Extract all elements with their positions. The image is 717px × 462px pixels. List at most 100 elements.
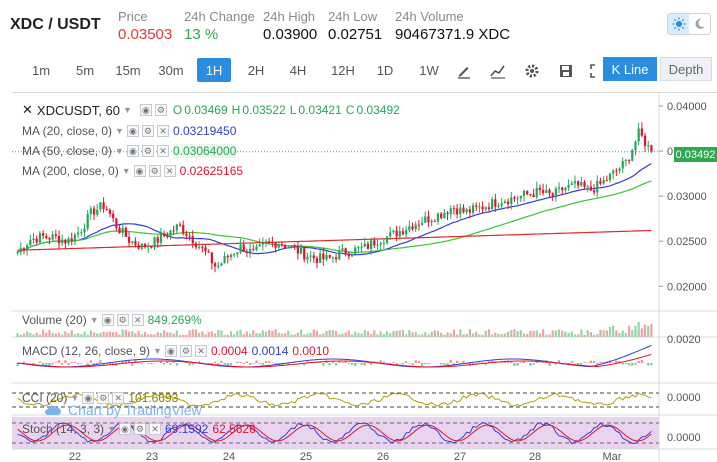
price-tick-label: 0.04000	[667, 101, 707, 113]
interval-1h[interactable]: 1H	[197, 58, 231, 82]
chevron-down-icon[interactable]: ▼	[70, 393, 80, 403]
macd-histogram-bar	[92, 363, 96, 366]
candle-body	[468, 209, 471, 213]
candle-body	[506, 201, 510, 204]
format-icon[interactable]: ⚙	[141, 145, 154, 157]
candle-body	[634, 141, 637, 150]
interval-2h[interactable]: 2H	[247, 62, 265, 78]
interval-5m[interactable]: 5m	[75, 62, 95, 78]
format-icon[interactable]: ⚙	[179, 345, 192, 357]
macd-histogram-bar	[405, 361, 408, 363]
fullscreen-icon[interactable]	[589, 60, 603, 82]
volume-bar	[535, 330, 538, 337]
macd-histogram-bar	[360, 363, 363, 366]
interval-12h[interactable]: 12H	[331, 62, 355, 78]
close-icon[interactable]: ✕	[131, 314, 144, 326]
settings-icon[interactable]	[521, 60, 543, 82]
volume-bar	[287, 330, 290, 337]
volume-bar	[277, 332, 280, 337]
macd-histogram-bar	[548, 363, 551, 366]
macd-histogram-bar	[51, 363, 54, 365]
moon-icon[interactable]	[689, 14, 710, 34]
interval-30m[interactable]: 30m	[158, 62, 184, 78]
ma20-line	[17, 163, 652, 256]
format-icon[interactable]: ⚙	[116, 314, 129, 326]
candle-body	[430, 220, 433, 223]
interval-4h[interactable]: 4H	[289, 62, 307, 78]
chevron-down-icon[interactable]: ▼	[89, 315, 99, 325]
save-icon[interactable]	[555, 60, 577, 82]
interval-1m[interactable]: 1m	[31, 62, 51, 78]
candle-body	[140, 243, 143, 249]
volume-bar	[373, 330, 376, 337]
sun-icon[interactable]	[668, 14, 689, 34]
volume-bar	[542, 329, 545, 337]
price-tick-label: 0.03000	[667, 191, 707, 203]
tradingview-watermark[interactable]: Chart by TradingView	[44, 402, 202, 418]
close-icon[interactable]: ✕	[112, 392, 125, 404]
visibility-icon[interactable]: ◉	[118, 423, 131, 435]
macd-histogram-bar	[344, 360, 347, 363]
close-icon[interactable]: ✕	[148, 423, 161, 435]
chevron-down-icon[interactable]: ▼	[122, 105, 132, 115]
candle-body	[325, 255, 328, 260]
volume-bar	[51, 332, 54, 337]
volume-bar	[452, 329, 456, 337]
candle-body	[405, 230, 408, 235]
close-icon[interactable]: ✕	[163, 165, 176, 177]
chevron-down-icon[interactable]: ▼	[107, 424, 116, 434]
volume-bar	[554, 330, 557, 337]
visibility-icon[interactable]: ◉	[101, 314, 114, 326]
kline-view-button[interactable]: K Line	[603, 57, 657, 81]
visibility-icon[interactable]: ◉	[126, 145, 139, 157]
candle-body	[223, 255, 226, 264]
low-label: 24h Low	[328, 9, 378, 24]
change-stat: 24h Change 13 %	[184, 9, 255, 43]
interval-1w[interactable]: 1W	[419, 62, 439, 78]
interval-15m[interactable]: 15m	[115, 62, 141, 78]
volume-bar	[417, 334, 421, 337]
visibility-icon[interactable]: ◉	[164, 345, 177, 357]
macd-histogram-bar	[580, 363, 583, 366]
close-label-ohlc: C	[345, 103, 355, 117]
macd-histogram-bar	[411, 363, 414, 365]
indicators-icon[interactable]	[487, 60, 509, 82]
candle-body	[242, 244, 245, 253]
volume-bar	[494, 332, 497, 337]
visibility-icon[interactable]: ◉	[139, 104, 152, 116]
theme-toggle[interactable]	[667, 13, 711, 35]
draw-icon[interactable]	[453, 60, 475, 82]
format-icon[interactable]: ⚙	[154, 104, 167, 116]
volume-bar	[551, 330, 554, 337]
visibility-icon[interactable]: ◉	[126, 125, 139, 137]
depth-view-button[interactable]: Depth	[660, 57, 712, 81]
format-icon[interactable]: ⚙	[141, 125, 154, 137]
candle-body	[299, 247, 303, 254]
chevron-down-icon[interactable]: ▼	[121, 166, 131, 176]
format-icon[interactable]: ⚙	[97, 392, 110, 404]
low-stat: 24h Low 0.02751	[328, 9, 382, 43]
candle-body	[159, 233, 163, 243]
close-icon[interactable]: ✕	[156, 145, 169, 157]
candle-body	[296, 246, 299, 254]
chevron-down-icon[interactable]: ▼	[153, 346, 162, 356]
ma20-label: MA (20, close, 0)	[22, 124, 113, 138]
interval-1d[interactable]: 1D	[376, 62, 394, 78]
macd-tick-label: 0.0020	[667, 334, 701, 346]
volume-bar	[328, 330, 331, 337]
chevron-down-icon[interactable]: ▼	[115, 146, 124, 156]
format-icon[interactable]: ⚙	[148, 165, 161, 177]
close-icon[interactable]: ✕	[194, 345, 207, 357]
close-icon[interactable]: ✕	[156, 125, 169, 137]
visibility-icon[interactable]: ◉	[133, 165, 146, 177]
change-label: 24h Change	[184, 9, 255, 24]
visibility-icon[interactable]: ◉	[82, 392, 95, 404]
format-icon[interactable]: ⚙	[133, 423, 146, 435]
volume-bar	[169, 332, 172, 337]
candle-body	[529, 194, 532, 196]
candle-body	[172, 230, 175, 232]
collapse-icon[interactable]: ✕	[22, 102, 33, 117]
candle-body	[188, 235, 191, 237]
candle-body	[561, 187, 564, 191]
chevron-down-icon[interactable]: ▼	[115, 126, 124, 136]
